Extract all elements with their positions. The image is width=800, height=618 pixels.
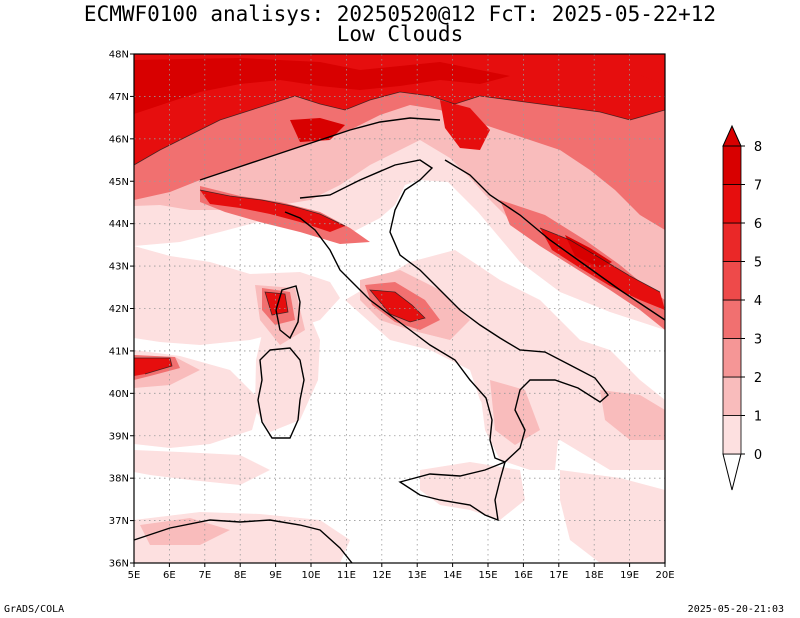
colorbar-label: 3 (754, 333, 762, 348)
colorbar-label: 0 (754, 448, 762, 463)
colorbar-label: 2 (754, 371, 762, 386)
y-tick-label: 41N (109, 346, 129, 357)
map-subtitle: Low Clouds (336, 22, 464, 46)
x-tick-label: 10E (301, 570, 320, 581)
map-title: ECMWF0100 analisys: 20250520@12 FcT: 202… (83, 2, 717, 26)
y-tick-label: 45N (109, 177, 129, 188)
colorbar-label: 1 (754, 410, 762, 425)
x-tick-label: 16E (514, 570, 533, 581)
x-axis-ticks: 5E 6E 7E 8E 9E 10E 11E 12E 13E 14E 15E 16E 17E 18E 19E… (128, 563, 675, 581)
y-tick-label: 37N (109, 516, 129, 527)
x-tick-label: 12E (372, 570, 391, 581)
x-tick-label: 8E (234, 570, 247, 581)
x-tick-label: 20E (655, 570, 674, 581)
x-tick-label: 13E (408, 570, 427, 581)
coastlines (133, 117, 666, 564)
colorbar-label: 5 (754, 256, 762, 271)
y-tick-label: 47N (109, 92, 129, 103)
colorbar-segment (722, 222, 742, 262)
colorbar-segment (722, 338, 742, 378)
y-tick-label: 43N (109, 262, 129, 273)
colorbar-segment (722, 261, 742, 301)
x-tick-label: 11E (337, 570, 356, 581)
x-tick-label: 17E (549, 570, 568, 581)
colorbar-segment (722, 415, 742, 455)
y-tick-label: 42N (109, 304, 129, 315)
x-tick-label: 19E (620, 570, 639, 581)
cloud-level-7 (134, 54, 665, 376)
y-tick-label: 38N (109, 474, 129, 485)
colorbar-label: 4 (754, 294, 762, 309)
colorbar-label: 7 (754, 179, 762, 194)
colorbar-label: 6 (754, 217, 762, 232)
map-grid (134, 54, 665, 563)
x-tick-label: 7E (198, 570, 211, 581)
x-tick-label: 14E (443, 570, 462, 581)
colorbar-upper-arrow (722, 124, 742, 147)
y-tick-label: 48N (109, 50, 129, 61)
y-axis-ticks: 36N 37N 38N 39N 40N 41N 42N 43N 44N 45N 46N 47N 48N (109, 50, 134, 570)
colorbar: 0 1 2 3 4 5 6 7 8 (722, 124, 762, 491)
y-tick-label: 39N (109, 431, 129, 442)
x-tick-label: 5E (128, 570, 141, 581)
y-tick-label: 36N (109, 559, 129, 570)
footer-credit: GrADS/COLA (4, 604, 65, 615)
y-tick-label: 44N (109, 219, 129, 230)
x-tick-label: 9E (269, 570, 282, 581)
colorbar-segment (722, 145, 742, 185)
colorbar-label: 8 (754, 140, 762, 155)
footer-timestamp: 2025-05-20-21:03 (687, 604, 784, 615)
x-tick-label: 6E (163, 570, 176, 581)
x-tick-label: 18E (585, 570, 604, 581)
x-tick-label: 15E (478, 570, 497, 581)
contour-lines (134, 91, 665, 375)
colorbar-segment (722, 376, 742, 416)
y-tick-label: 46N (109, 134, 129, 145)
colorbar-segment (722, 299, 742, 339)
cloud-field (134, 54, 665, 563)
y-tick-label: 40N (109, 389, 129, 400)
colorbar-segment (722, 184, 742, 224)
colorbar-lower-arrow (722, 453, 742, 491)
